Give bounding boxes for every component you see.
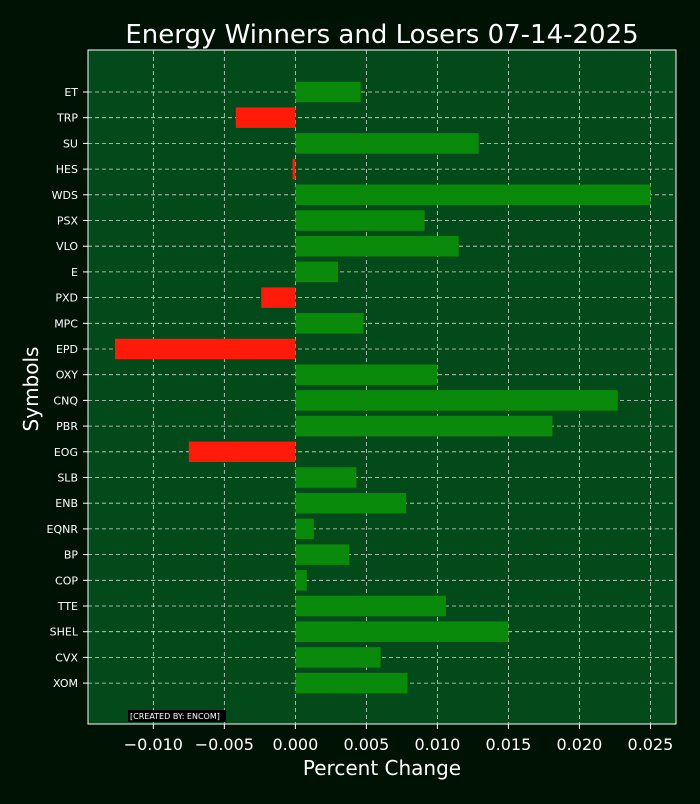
y-tick-label: EQNR [47,523,79,536]
watermark: [CREATED BY: ENCOM] [128,710,226,722]
y-tick-label: BP [64,549,79,562]
bar-slb [295,467,357,488]
x-tick-label: 0.000 [272,735,318,754]
chart-title: Energy Winners and Losers 07-14-2025 [125,20,638,50]
bar-enb [295,492,407,514]
bar-mpc [295,313,364,334]
bar-pxd [261,287,296,308]
y-tick-label: CNQ [53,394,78,407]
y-tick-label: ET [64,86,78,99]
bar-cvx [295,647,381,668]
bar-epd [114,338,296,360]
y-tick-label: PSX [57,215,79,228]
x-tick-label: −0.005 [195,735,254,754]
bar-pbr [295,415,553,437]
bar-tte [295,595,446,617]
bar-trp [235,107,296,128]
y-tick-label: HES [56,163,78,176]
y-tick-label: SHEL [50,626,79,639]
bar-oxy [295,364,438,385]
y-tick-label: PXD [55,292,78,305]
bar-e [295,261,338,283]
y-tick-label: EOG [54,446,78,459]
bar-psx [295,210,425,231]
y-tick-label: SLB [57,472,78,485]
y-tick-label: TTE [57,600,78,613]
y-tick-label: CVX [55,651,78,664]
y-axis-label: Symbols [19,347,43,432]
y-tick-label: ENB [55,497,78,510]
bar-wds [295,184,651,206]
y-tick-label: COP [55,574,78,587]
y-tick-label: TRP [56,112,78,125]
y-tick-label: XOM [53,677,78,690]
bar-cnq [295,390,618,411]
y-tick-label: VLO [56,240,78,253]
bars [114,81,651,694]
bar-shel [295,621,509,642]
x-tick-label: 0.025 [628,735,674,754]
y-tick-label: SU [63,137,78,150]
y-tick-label: MPC [54,317,78,330]
bar-eog [188,441,296,463]
credit-annotation: [CREATED BY: ENCOM] [130,712,220,721]
bar-hes [292,158,296,180]
x-tick-label: 0.015 [485,735,531,754]
bar-su [295,133,479,154]
y-tick-label: PBR [56,420,78,433]
y-tick-label: WDS [52,189,78,202]
bar-xom [295,672,408,694]
bar-bp [295,544,350,565]
x-tick-label: −0.010 [124,735,183,754]
y-tick-label: EPD [56,343,78,356]
x-tick-label: 0.020 [557,735,603,754]
x-tick-labels: −0.010 −0.005 0.000 0.005 0.010 0.015 0.020 0.0… [124,724,674,754]
y-tick-label: OXY [56,369,78,382]
bar-vlo [295,235,459,257]
y-tick-label: E [71,266,78,279]
bar-cop [295,570,307,591]
bar-et [295,81,361,103]
x-tick-label: 0.005 [343,735,389,754]
x-axis-label: Percent Change [303,756,461,780]
bar-eqnr [295,518,314,540]
x-tick-label: 0.010 [414,735,460,754]
y-tick-labels: ET TRP SU HES WDS PSX VLO E PXD MPC EPD OXY CNQ PBR EO… [47,86,88,690]
